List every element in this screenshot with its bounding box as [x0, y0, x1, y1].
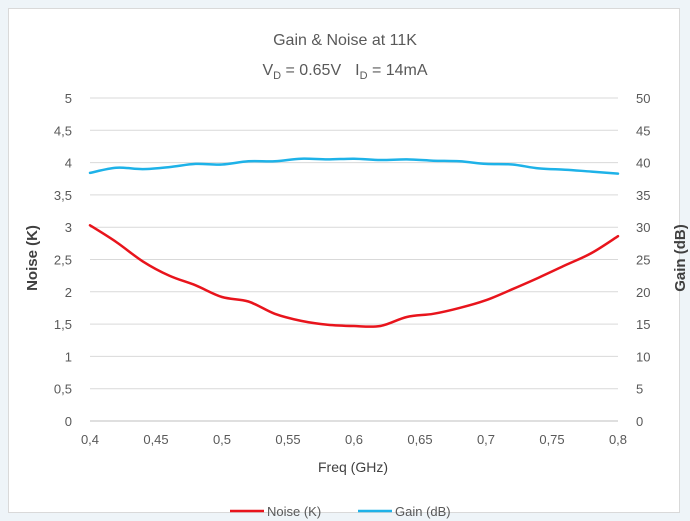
subtitle-v-sub: D — [273, 70, 281, 82]
x-tick-label: 0,5 — [213, 432, 231, 447]
y-right-tick-label: 45 — [636, 123, 650, 138]
x-tick-label: 0,7 — [477, 432, 495, 447]
legend-label-noise-k: Noise (K) — [267, 504, 321, 519]
y-left-tick-label: 0,5 — [54, 382, 72, 397]
legend: Noise (K) Gain (dB) — [230, 504, 451, 519]
y-left-axis-title: Noise (K) — [24, 225, 41, 291]
y-left-tick-label: 3,5 — [54, 188, 72, 203]
y-right-tick-label: 10 — [636, 349, 650, 364]
x-tick-label: 0,8 — [609, 432, 627, 447]
y-left-tick-label: 1 — [65, 349, 72, 364]
chart-title: Gain & Noise at 11K — [273, 32, 417, 49]
y-right-tick-label: 20 — [636, 285, 650, 300]
y-left-tick-label: 1,5 — [54, 317, 72, 332]
x-tick-labels: 0,4 0,45 0,5 0,55 0,6 0,65 0,7 0,75 0,8 — [81, 432, 627, 447]
subtitle-v-rest: = 0.65V — [281, 62, 341, 79]
y-right-tick-label: 40 — [636, 156, 650, 171]
y-right-axis-title: Gain (dB) — [672, 224, 689, 292]
x-tick-label: 0,65 — [407, 432, 432, 447]
series-line-noise-k — [88, 224, 620, 328]
y-left-tick-labels: 0 0,5 1 1,5 2 2,5 3 3,5 4 4,5 5 — [54, 91, 72, 429]
y-right-tick-labels: 0 5 10 15 20 25 30 35 40 45 50 — [636, 91, 650, 429]
subtitle-v-main: V — [262, 62, 273, 79]
subtitle-i-sub: D — [360, 70, 368, 82]
x-tick-label: 0,75 — [539, 432, 564, 447]
y-right-tick-label: 35 — [636, 188, 650, 203]
chart-card — [8, 8, 680, 513]
gridlines — [90, 97, 618, 390]
x-axis-title: Freq (GHz) — [318, 459, 388, 475]
x-tick-label: 0,4 — [81, 432, 99, 447]
y-right-tick-label: 0 — [636, 414, 643, 429]
x-tick-label: 0,45 — [143, 432, 168, 447]
legend-label-gain-db: Gain (dB) — [395, 504, 451, 519]
y-left-tick-label: 2,5 — [54, 253, 72, 268]
y-right-tick-label: 15 — [636, 317, 650, 332]
chart-subtitle: VD = 0.65V ID = 14mA — [262, 62, 427, 82]
y-left-tick-label: 5 — [65, 91, 72, 106]
y-left-tick-label: 4,5 — [54, 123, 72, 138]
y-right-tick-label: 50 — [636, 91, 650, 106]
subtitle-i-main: I — [355, 62, 359, 79]
series-lines — [88, 157, 620, 328]
x-tick-label: 0,55 — [275, 432, 300, 447]
y-left-tick-label: 4 — [65, 156, 72, 171]
x-tick-label: 0,6 — [345, 432, 363, 447]
y-left-tick-label: 0 — [65, 414, 72, 429]
series-line-gain-db — [88, 157, 620, 175]
y-right-tick-label: 5 — [636, 382, 643, 397]
y-right-tick-label: 25 — [636, 253, 650, 268]
y-left-tick-label: 3 — [65, 220, 72, 235]
y-right-tick-label: 30 — [636, 220, 650, 235]
y-left-tick-label: 2 — [65, 285, 72, 300]
subtitle-i-rest: = 14mA — [368, 62, 428, 79]
